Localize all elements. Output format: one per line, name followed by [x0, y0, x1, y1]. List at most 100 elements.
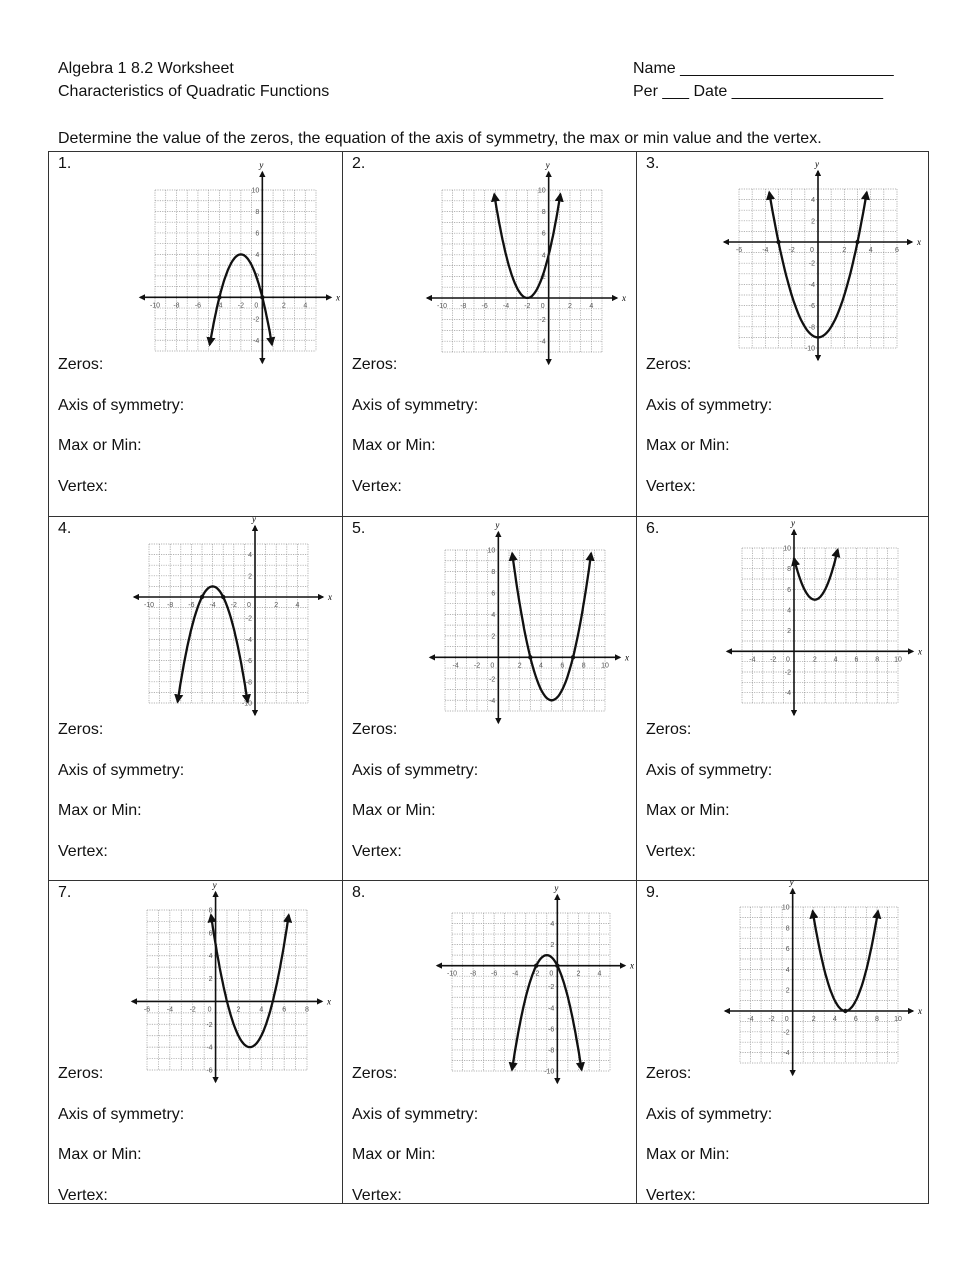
x-tick-label: -6: [188, 602, 194, 609]
y-tick-label: 8: [491, 569, 495, 576]
x-tick-label: 4: [259, 1006, 263, 1013]
y-tick-label: 2: [248, 573, 252, 580]
maxmin-label: Max or Min:: [646, 1146, 730, 1163]
y-tick-label: -4: [785, 690, 791, 697]
intercept-point: [221, 594, 226, 600]
x-tick-label: 6: [895, 247, 899, 254]
x-tick-label: 0: [490, 662, 494, 669]
grid: [148, 543, 309, 704]
y-tick-label: 6: [491, 590, 495, 597]
x-tick-label: 4: [303, 302, 307, 309]
graph-4: x y -10 -8 -6 -4 -2 0 2 4 4 2 -2 -4 -6 -8 -10: [132, 514, 332, 717]
y-tick-label: -2: [206, 1022, 212, 1029]
y-axis-letter: y: [553, 883, 558, 893]
intercept-point: [217, 295, 222, 300]
grid: [741, 547, 899, 704]
x-tick-label: 8: [305, 1006, 309, 1013]
vertex-label: Vertex:: [352, 1186, 402, 1204]
x-axis-letter: x: [916, 237, 921, 247]
zeros-label: Zeros:: [352, 721, 398, 738]
x-tick-label: -10: [150, 302, 160, 309]
x-tick-label: -6: [736, 247, 742, 254]
y-tick-label: -2: [783, 1029, 789, 1036]
y-tick-label: 6: [787, 587, 791, 594]
x-tick-label: -4: [167, 1006, 173, 1013]
per-date-field[interactable]: Per ___ Date _________________: [633, 83, 883, 100]
grid: [154, 189, 317, 352]
parabola-curve: [174, 585, 251, 704]
vertex-label: Vertex:: [58, 842, 108, 860]
x-tick-label: 10: [894, 1016, 902, 1023]
y-tick-label: -4: [489, 698, 495, 705]
name-field[interactable]: Name ________________________: [633, 60, 894, 77]
x-axis-letter: x: [629, 961, 634, 971]
y-tick-label: 10: [488, 548, 496, 555]
x-tick-label: -6: [491, 971, 497, 978]
axis-label: Axis of symmetry:: [58, 1105, 185, 1123]
axis-label: Axis of symmetry:: [646, 1105, 773, 1123]
axis-label: Axis of symmetry:: [352, 1105, 479, 1123]
x-tick-label: -4: [747, 1016, 753, 1023]
problems-table: [48, 151, 929, 1204]
y-tick-label: 8: [787, 566, 791, 573]
x-axis-letter: x: [327, 592, 332, 602]
vertex-label: Vertex:: [646, 842, 696, 860]
intercept-point: [843, 1008, 848, 1014]
x-tick-label: 6: [560, 662, 564, 669]
y-tick-label: -6: [206, 1068, 212, 1075]
graph-5: x y -4 -2 0 2 4 6 8 10 10 8 6 4 2 -2 -4: [428, 520, 629, 725]
y-tick-label: 2: [786, 988, 790, 995]
maxmin-label: Max or Min:: [352, 1146, 436, 1163]
y-tick-label: -4: [783, 1050, 789, 1057]
x-tick-label: 4: [834, 656, 838, 663]
y-tick-label: -2: [809, 261, 815, 268]
y-tick-label: 2: [209, 976, 213, 983]
y-tick-label: -2: [489, 676, 495, 683]
x-tick-label: -2: [770, 656, 776, 663]
zeros-label: Zeros:: [646, 356, 692, 373]
x-tick-label: -2: [789, 247, 795, 254]
column-divider: [342, 151, 343, 1204]
x-tick-label: 0: [810, 247, 814, 254]
x-tick-label: 8: [875, 1016, 879, 1023]
y-tick-label: -4: [206, 1045, 212, 1052]
graph-6: x y -4 -2 0 2 4 6 8 10 10 8 6 4 2 -2 -4: [725, 518, 922, 717]
parabola-curve: [765, 190, 871, 339]
parabola-curve: [207, 913, 293, 1049]
problem-number: 6.: [646, 520, 660, 537]
maxmin-label: Max or Min:: [646, 802, 730, 819]
x-tick-label: -4: [749, 656, 755, 663]
x-axis-letter: x: [917, 646, 922, 656]
x-tick-label: 0: [786, 656, 790, 663]
x-tick-label: 0: [247, 602, 251, 609]
intercept-point: [776, 239, 781, 245]
x-tick-label: -4: [453, 662, 459, 669]
grid: [146, 909, 308, 1071]
x-tick-label: -2: [768, 1016, 774, 1023]
graph-9: x y -4 -2 0 2 4 6 8 10 10 8 6 4 2 -2 -4: [723, 877, 922, 1077]
x-tick-label: 2: [812, 1016, 816, 1023]
vertex-label: Vertex:: [58, 1186, 108, 1204]
x-tick-label: 2: [236, 1006, 240, 1013]
zeros-label: Zeros:: [352, 356, 398, 373]
x-tick-label: 0: [541, 303, 545, 310]
problem-number: 4.: [58, 520, 72, 537]
y-tick-label: 6: [786, 946, 790, 953]
x-tick-label: 2: [282, 302, 286, 309]
y-tick-label: 8: [255, 209, 259, 216]
grid: [441, 189, 603, 353]
intercept-point: [855, 239, 860, 245]
y-tick-label: 4: [786, 967, 790, 974]
maxmin-label: Max or Min:: [58, 802, 142, 819]
y-tick-label: -2: [253, 316, 259, 323]
y-tick-label: 4: [248, 552, 252, 559]
y-tick-label: 4: [787, 608, 791, 615]
x-tick-label: 4: [539, 662, 543, 669]
x-axis-letter: x: [326, 996, 331, 1006]
x-tick-label: 4: [295, 602, 299, 609]
y-tick-label: 10: [783, 546, 791, 553]
y-tick-label: -2: [246, 616, 252, 623]
y-tick-label: -2: [548, 984, 554, 991]
x-tick-label: 2: [842, 247, 846, 254]
